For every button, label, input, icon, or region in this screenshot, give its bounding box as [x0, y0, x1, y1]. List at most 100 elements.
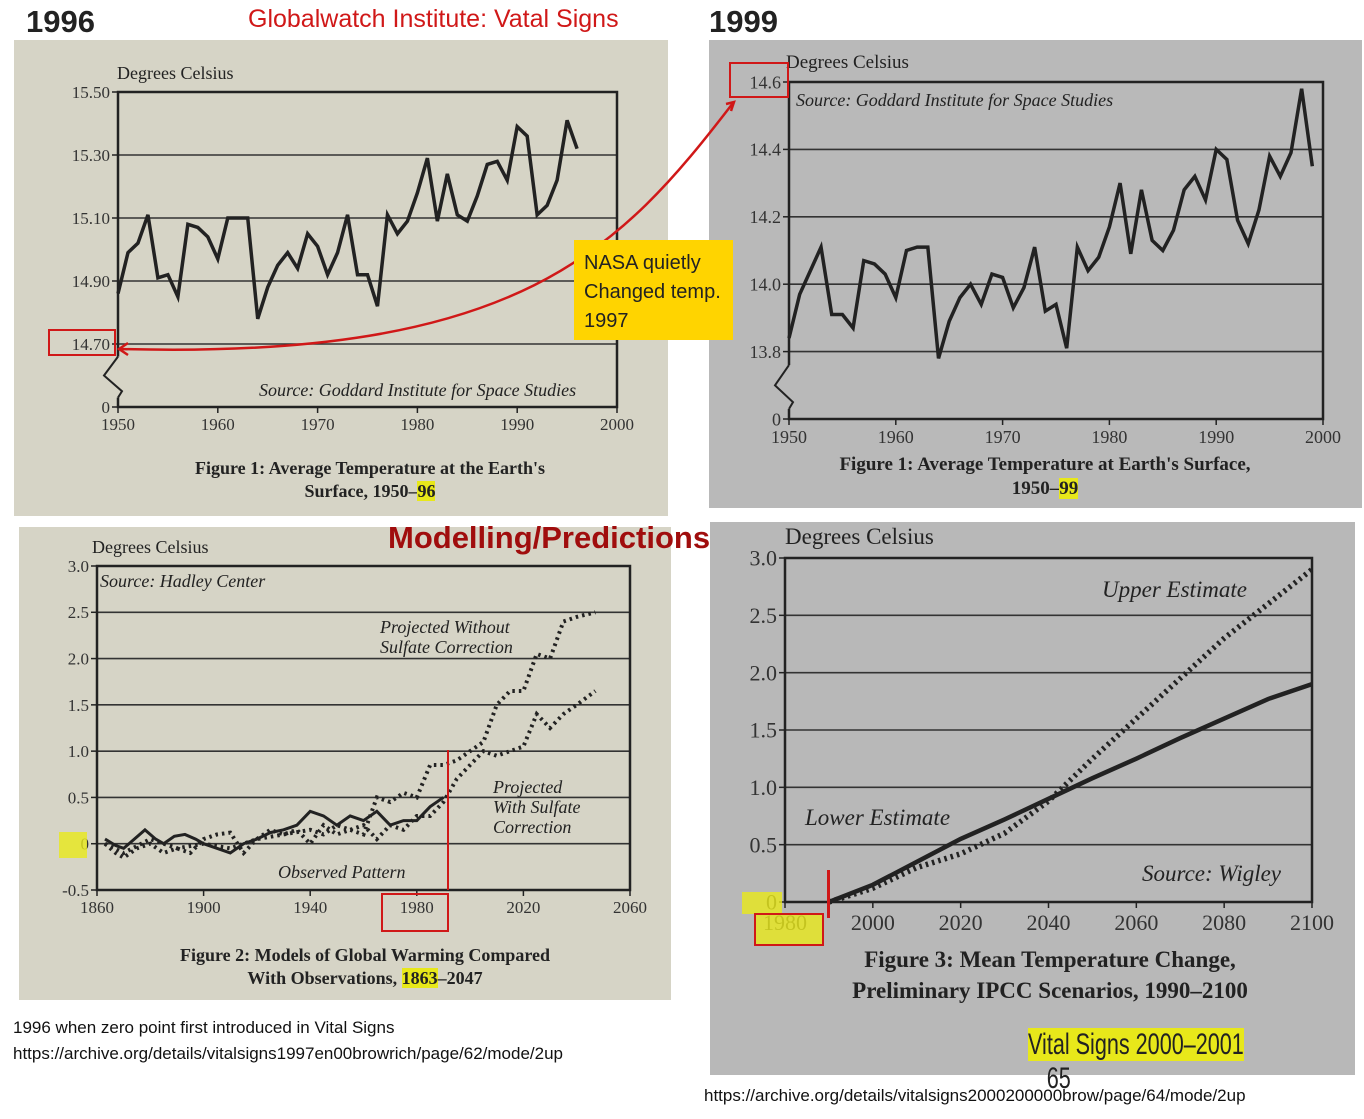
series-line-upper-estimate — [828, 567, 1314, 905]
source-label: Source: Goddard Institute for Space Stud… — [259, 380, 577, 400]
annotation-text: Sulfate Correction — [380, 637, 513, 657]
series-line-lower-estimate — [828, 682, 1313, 905]
y-tick-label: 1.5 — [68, 696, 89, 715]
x-tick-label: 1940 — [293, 898, 327, 917]
caption-line-1: Figure 3: Mean Temperature Change, — [864, 947, 1236, 972]
axis-break-gap — [115, 356, 121, 398]
y-tick-label: 1.0 — [750, 775, 778, 800]
zero-highlight — [59, 832, 87, 858]
y-tick-label: 1.0 — [68, 742, 89, 761]
y-tick-label: 2.0 — [68, 650, 89, 669]
highlight-box-14-6 — [729, 62, 789, 98]
y-tick-label: 2.5 — [68, 603, 89, 622]
highlight-box-1980 — [381, 893, 449, 932]
highlight-box-1980 — [754, 913, 824, 946]
figure-caption: Figure 1: Average Temperature at the Ear… — [100, 457, 640, 503]
series-line-average-temperature — [116, 119, 579, 320]
figure-caption: Figure 2: Models of Global Warming Compa… — [100, 944, 630, 990]
x-tick-label: 1950 — [101, 415, 135, 434]
annotation-text: Projected — [493, 777, 563, 797]
zero-highlight — [742, 892, 782, 914]
caption-text: 1950– — [1011, 478, 1060, 499]
caption-line-1: Figure 1: Average Temperature at Earth's… — [839, 454, 1251, 475]
x-tick-label: 1990 — [1198, 427, 1234, 447]
book-footer: Vital Signs 2000–2001 65 — [1028, 1028, 1270, 1096]
source-url-link[interactable]: https://archive.org/details/vitalsigns19… — [13, 1044, 564, 1063]
y-tick-label: 1.5 — [750, 718, 778, 743]
x-tick-label: 1970 — [985, 427, 1021, 447]
axis-break-gap — [786, 365, 792, 409]
arrow-head-icon — [116, 341, 129, 357]
x-tick-label: 1980 — [400, 415, 434, 434]
y-tick-label: 3.0 — [750, 546, 778, 571]
caption-text: With Observations, — [247, 968, 402, 988]
year-highlight — [755, 915, 823, 945]
x-tick-label: 1970 — [301, 415, 335, 434]
x-tick-label: 2020 — [506, 898, 540, 917]
x-tick-label: 2100 — [1290, 910, 1334, 935]
y-tick-label: 2.5 — [750, 603, 778, 628]
callout-line: NASA quietly — [584, 252, 701, 274]
source-label: Source: Goddard Institute for Space Stud… — [796, 90, 1114, 110]
source-label: Source: Wigley — [1142, 861, 1282, 886]
y-tick-label: 0.5 — [750, 832, 778, 857]
series-label-with-sulfate: Projected With Sulfate Correction — [493, 777, 581, 837]
y-tick-label: 2.0 — [750, 660, 778, 685]
plot-frame — [95, 564, 632, 892]
series-line-projected-with-sulfate-correction — [104, 689, 597, 856]
series-label-observed: Observed Pattern — [278, 862, 406, 882]
axis-break-icon — [102, 356, 124, 399]
y-tick-label: -0.5 — [62, 881, 89, 900]
x-tick-label: 2000 — [600, 415, 634, 434]
caption-text: Surface, 1950– — [304, 481, 418, 501]
x-tick-label: 1980 — [1091, 427, 1127, 447]
book-title: Vital Signs 2000–2001 — [1028, 1028, 1244, 1061]
figure-caption: Figure 3: Mean Temperature Change, Preli… — [760, 944, 1340, 1006]
y-tick-label: 14.90 — [72, 272, 110, 291]
series-line-average-temperature — [787, 88, 1315, 359]
caption-line-1: Figure 2: Models of Global Warming Compa… — [179, 945, 550, 965]
y-tick-label: 14.4 — [750, 140, 782, 160]
panel-ipcc-chart — [710, 522, 1355, 1075]
highlight-box-14-70 — [48, 329, 116, 356]
year-1999-label: 1999 — [709, 4, 778, 39]
marker-line-1990 — [447, 750, 449, 890]
series-line-observed-pattern — [104, 796, 445, 855]
y-tick-label: 14.6 — [750, 72, 782, 92]
panel-1999-chart — [709, 40, 1362, 508]
x-tick-label: 1960 — [878, 427, 914, 447]
caption-line-2: With Observations, 1863–2047 — [100, 967, 630, 990]
series-label-without-sulfate: Projected Without Sulfate Correction — [380, 617, 513, 657]
y-tick-label: 14.70 — [72, 335, 110, 354]
annotation-text: Projected Without — [380, 617, 510, 637]
series-label-lower: Lower Estimate — [805, 805, 951, 830]
annotation-text: With Sulfate — [493, 797, 581, 817]
y-tick-label: 15.30 — [72, 146, 110, 165]
page-number: 65 — [1046, 1062, 1071, 1095]
caption-line-1: Figure 1: Average Temperature at the Ear… — [195, 458, 545, 478]
x-tick-label: 1990 — [500, 415, 534, 434]
caption-line-2: Surface, 1950–96 — [100, 480, 640, 503]
note-text: 1996 when zero point first introduced in… — [13, 1018, 395, 1037]
x-tick-label: 2020 — [939, 910, 983, 935]
x-tick-label: 1960 — [201, 415, 235, 434]
figure-caption: Figure 1: Average Temperature at Earth's… — [760, 453, 1330, 501]
source-url-link[interactable]: https://archive.org/details/vitalsigns20… — [704, 1086, 1246, 1105]
x-tick-label: 1860 — [80, 898, 114, 917]
highlighted-year: 99 — [1059, 478, 1079, 499]
y-tick-label: 14.2 — [750, 207, 782, 227]
marker-line-1990 — [827, 870, 830, 918]
x-tick-label: 1900 — [187, 898, 221, 917]
section-label: Modelling/Predictions — [388, 520, 711, 555]
y-tick-label: 13.8 — [750, 342, 782, 362]
y-tick-label: 3.0 — [68, 557, 89, 576]
y-tick-label: 15.10 — [72, 209, 110, 228]
y-tick-label: 0.5 — [68, 788, 89, 807]
y-tick-label: 0 — [102, 398, 111, 417]
source-label: Source: Hadley Center — [100, 571, 266, 591]
x-tick-label: 2060 — [613, 898, 647, 917]
panel-models-chart — [19, 527, 671, 1000]
nasa-callout: NASA quietly Changed temp. 1997 — [574, 240, 733, 340]
y-axis-label: Degrees Celsius — [785, 524, 934, 549]
